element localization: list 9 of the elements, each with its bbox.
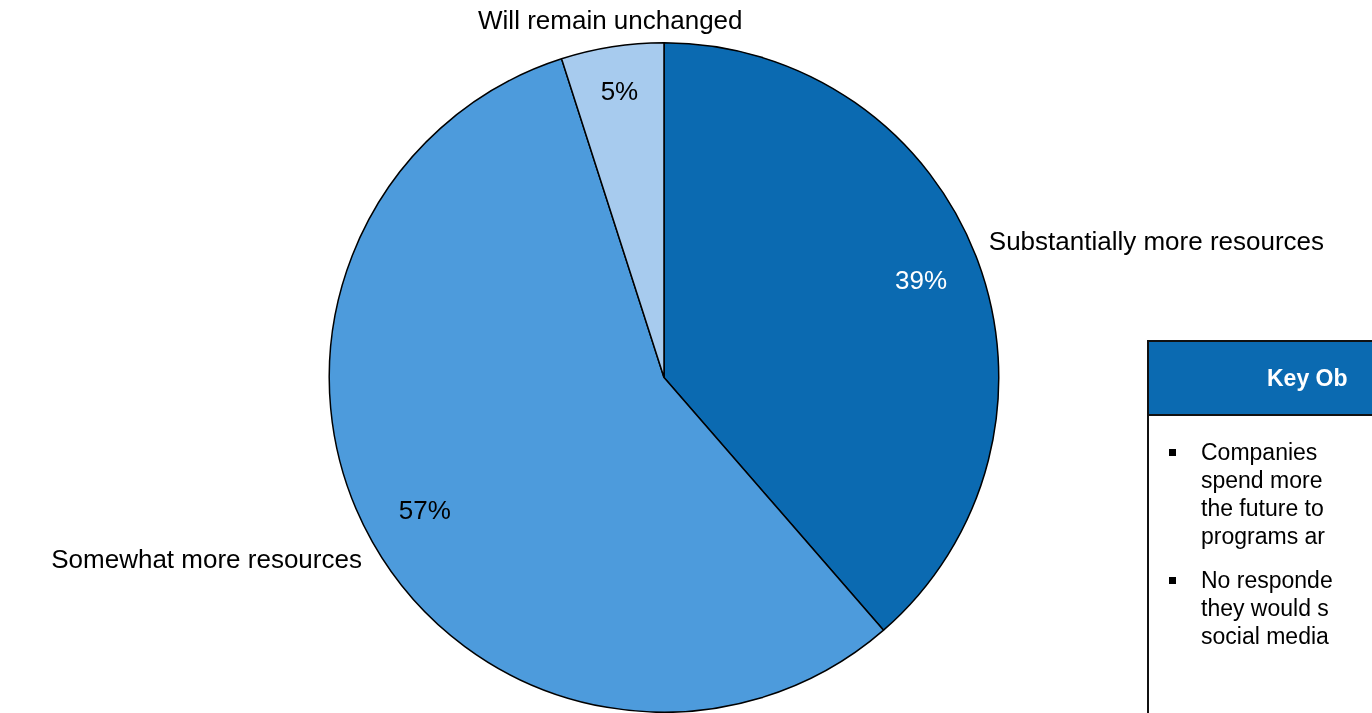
text: No responde they would s social media (1200, 566, 1334, 650)
text: Key Ob (1149, 342, 1372, 416)
data-label: 5% (600, 76, 639, 107)
data-label: 57% (398, 495, 451, 526)
slice-label: Somewhat more resources (51, 543, 362, 574)
slice-label: Will remain unchanged (478, 5, 743, 36)
slice-label: Substantially more resources (988, 226, 1325, 257)
text: Companies spend more the future to programs ar (1200, 438, 1326, 550)
data-label: 39% (895, 264, 948, 295)
